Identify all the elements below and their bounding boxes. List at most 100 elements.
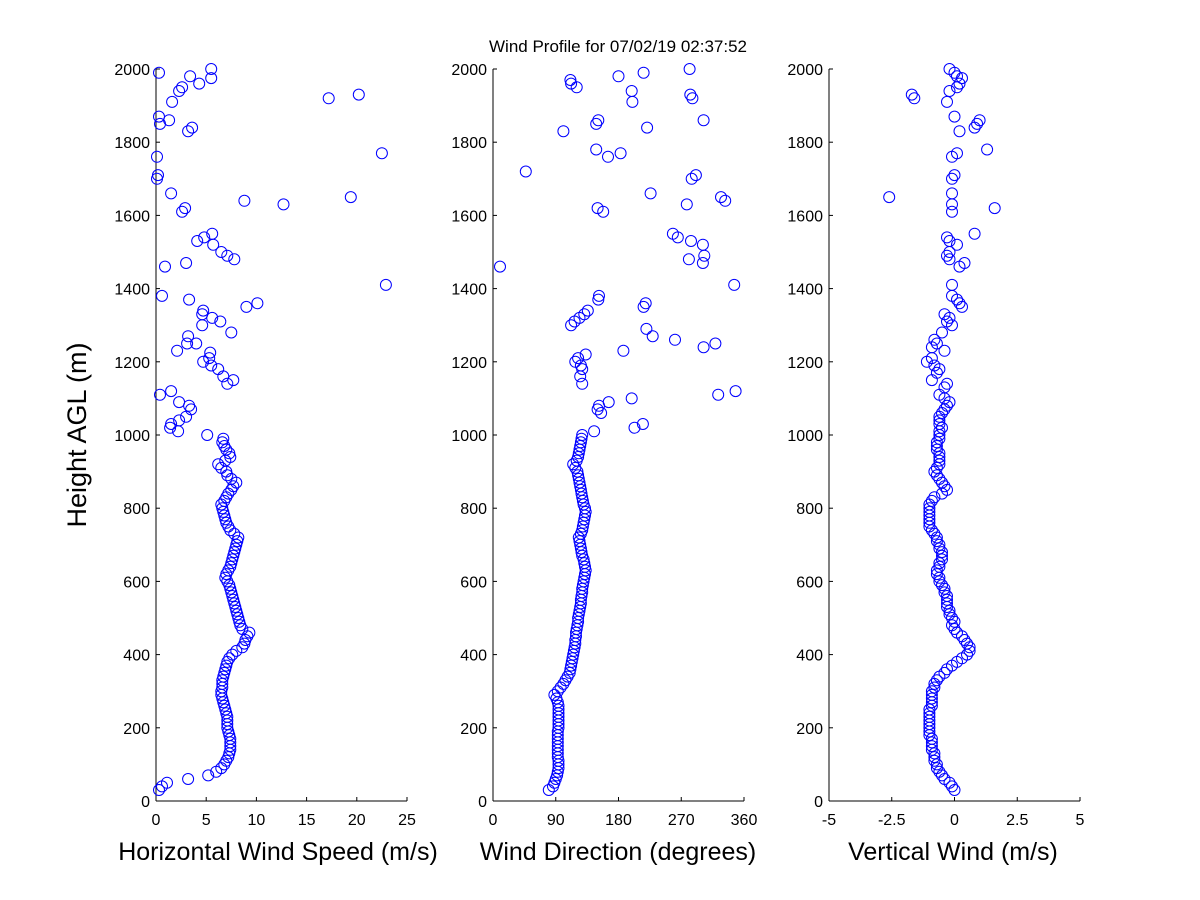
y-tick-label: 1400: [451, 282, 487, 299]
figure-title: Wind Profile for 07/02/19 02:37:52: [489, 37, 747, 56]
data-point: [198, 231, 211, 244]
data-point: [697, 114, 710, 127]
data-point: [212, 363, 225, 376]
data-point: [981, 143, 994, 156]
data-point: [928, 359, 941, 372]
data-point: [925, 740, 938, 753]
data-point: [232, 531, 245, 544]
data-point: [579, 505, 592, 518]
panel-2: 0 200 400 600 800 1000 1200 1400 1600 1800 2000 0 90…: [451, 62, 757, 866]
data-point: [223, 652, 236, 665]
data-point: [933, 557, 946, 570]
data-point: [182, 330, 195, 343]
data-point: [166, 95, 179, 108]
data-point: [951, 70, 963, 83]
data-point: [933, 432, 946, 445]
data-point: [930, 762, 943, 775]
data-point: [686, 92, 699, 105]
data-point: [614, 147, 627, 160]
data-point: [930, 758, 943, 771]
y-tick-label: 1000: [787, 428, 823, 445]
data-point: [946, 205, 958, 218]
data-point: [933, 560, 946, 573]
data-point: [933, 414, 946, 427]
data-point: [925, 494, 938, 507]
data-point: [161, 776, 173, 789]
y-tick-label: 400: [796, 648, 823, 665]
data-point: [946, 150, 958, 163]
data-point: [277, 198, 290, 211]
data-point: [592, 293, 605, 306]
data-point: [936, 326, 948, 339]
y-tick-label: 1200: [787, 355, 823, 372]
data-point: [948, 169, 961, 182]
data-point: [941, 593, 953, 606]
data-point: [205, 63, 218, 75]
data-point: [559, 674, 572, 687]
data-point: [933, 765, 946, 778]
data-point: [943, 604, 956, 617]
data-point: [151, 150, 163, 163]
x-tick-label: 180: [605, 812, 632, 829]
data-point: [602, 396, 615, 409]
data-point: [709, 337, 722, 350]
y-tick-label: 2000: [114, 62, 150, 79]
data-point: [186, 121, 199, 134]
data-point: [352, 88, 365, 101]
data-point: [154, 388, 166, 401]
data-point: [159, 260, 171, 273]
x-tick-label: 0: [489, 812, 498, 829]
data-point: [228, 527, 241, 540]
x-tick-label: 15: [298, 812, 316, 829]
y-tick-label: 800: [796, 501, 823, 518]
data-point: [958, 257, 971, 269]
data-point: [941, 399, 953, 412]
data-point: [628, 421, 641, 434]
data-point: [946, 619, 958, 632]
data-point: [941, 597, 953, 610]
data-point: [190, 337, 203, 350]
data-point: [593, 289, 605, 302]
data-point: [933, 418, 946, 430]
data-point: [946, 187, 958, 200]
data-point: [181, 337, 194, 350]
y-tick-label: 1600: [787, 208, 823, 225]
data-point: [683, 63, 696, 75]
data-point: [165, 187, 178, 200]
data-point: [644, 187, 657, 200]
y-tick-label: 1800: [787, 135, 823, 152]
y-tick-label: 600: [123, 574, 150, 591]
data-point: [569, 461, 582, 474]
data-point: [153, 784, 165, 796]
data-point: [205, 72, 218, 85]
data-point: [191, 235, 204, 247]
data-point: [728, 278, 741, 291]
y-tick-label: 1000: [451, 428, 487, 445]
data-point: [943, 235, 956, 247]
data-point: [557, 125, 570, 138]
data-point: [682, 253, 695, 266]
data-point: [925, 688, 938, 701]
data-point: [946, 612, 958, 624]
data-point: [221, 377, 234, 390]
data-point: [930, 535, 943, 548]
y-tick-label: 1000: [114, 428, 150, 445]
data-point: [938, 666, 951, 679]
data-point: [636, 418, 649, 430]
data-point: [576, 377, 589, 390]
data-point: [214, 315, 227, 328]
data-point: [925, 685, 938, 698]
data-point: [973, 114, 986, 127]
data-point: [180, 257, 193, 269]
data-point: [165, 385, 178, 398]
data-point: [941, 231, 953, 244]
data-point: [729, 385, 742, 398]
data-point: [971, 117, 984, 130]
data-point: [578, 557, 591, 570]
data-point: [176, 81, 189, 94]
data-point: [602, 150, 614, 163]
data-point: [344, 191, 357, 204]
data-point: [930, 469, 943, 482]
data-point: [936, 549, 948, 562]
data-point: [595, 407, 608, 419]
